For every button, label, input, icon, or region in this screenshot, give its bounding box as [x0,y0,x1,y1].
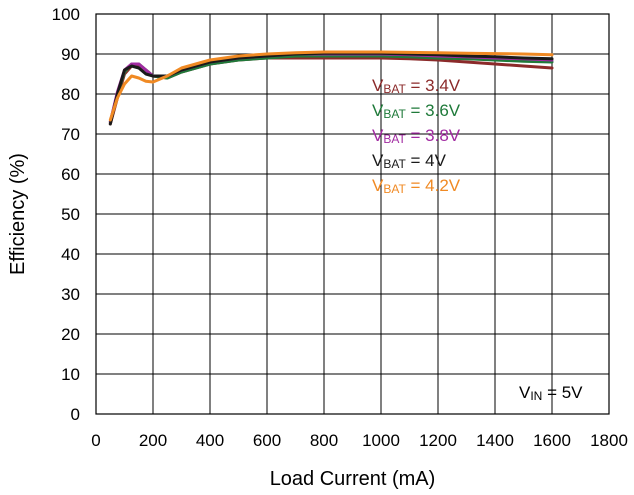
x-tick-label: 1600 [533,431,571,450]
x-tick-label: 0 [91,431,100,450]
tick-labels: 0 200 400 600 800 1000 1200 1400 1600 1800 0 10 20 30… [52,5,628,450]
y-tick-label: 90 [61,45,80,64]
legend-label-5: VBAT = 4.2V [372,176,461,196]
series-line-5 [108,50,554,122]
x-tick-label: 1400 [476,431,514,450]
legend-label-4: VBAT = 4V [372,151,447,171]
x-tick-label: 400 [196,431,224,450]
series-lines [108,50,554,126]
x-tick-label: 600 [253,431,281,450]
y-tick-label: 60 [61,165,80,184]
y-tick-label: 30 [61,285,80,304]
legend-label-1: VBAT = 3.4V [372,76,461,96]
y-tick-label: 70 [61,125,80,144]
legend-label-2: VBAT = 3.6V [372,101,461,121]
vin-label: VIN = 5V [519,383,583,403]
y-tick-label: 100 [52,5,80,24]
legend: VBAT = 3.4V VBAT = 3.6V VBAT = 3.8V VBAT = … [372,76,461,196]
plot-frame [95,13,610,415]
vin-annotation: VIN = 5V [519,383,583,403]
x-tick-label: 1000 [362,431,400,450]
y-tick-label: 80 [61,85,80,104]
y-tick-label: 20 [61,325,80,344]
y-tick-label: 10 [61,365,80,384]
y-tick-label: 40 [61,245,80,264]
y-axis-title: Efficiency (%) [7,153,29,275]
x-tick-label: 200 [139,431,167,450]
series-line-4 [108,51,554,126]
y-tick-label: 0 [71,405,80,424]
y-tick-label: 50 [61,205,80,224]
legend-label-3: VBAT = 3.8V [372,126,461,146]
x-tick-label: 800 [310,431,338,450]
x-tick-label: 1200 [419,431,457,450]
x-axis-title: Load Current (mA) [270,468,436,490]
x-tick-label: 1800 [590,431,628,450]
